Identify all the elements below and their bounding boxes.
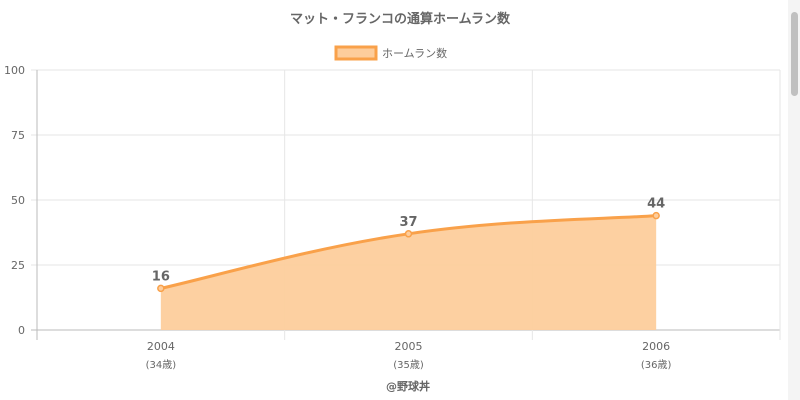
- area-layer: [157, 211, 660, 330]
- data-label: 37: [399, 215, 417, 230]
- data-labels: 16 37 44: [152, 197, 665, 285]
- axes: 0 25 50 75 100 2004 (34歳) 2005 (35歳) 2006 (36歳): [4, 64, 672, 371]
- credit-text: @野球丼: [386, 379, 430, 393]
- data-point: [652, 211, 660, 220]
- y-tick-label: 100: [4, 64, 25, 77]
- x-tick-label: 2005: [395, 340, 423, 353]
- legend-swatch: [334, 45, 378, 61]
- x-tick-sublabel: (34歳): [146, 359, 177, 371]
- y-tick-label: 25: [11, 259, 25, 272]
- y-tick-label: 50: [11, 194, 25, 207]
- chart-title: マット・フランコの通算ホームラン数: [290, 11, 511, 27]
- data-point: [157, 284, 165, 293]
- x-tick-sublabel: (35歳): [393, 359, 424, 371]
- data-label: 16: [152, 269, 170, 284]
- x-tick-sublabel: (36歳): [641, 359, 672, 371]
- series-area-fill: [160, 215, 657, 330]
- legend-label: ホームラン数: [382, 47, 447, 60]
- data-point: [404, 230, 413, 238]
- x-tick-label: 2006: [642, 340, 670, 353]
- legend[interactable]: ホームラン数: [334, 45, 447, 61]
- y-tick-label: 0: [18, 324, 25, 337]
- x-tick-label: 2004: [147, 340, 175, 353]
- data-label: 44: [647, 197, 665, 212]
- scrollbar-thumb[interactable]: [791, 12, 798, 96]
- vertical-scrollbar[interactable]: [788, 0, 800, 400]
- y-tick-label: 75: [11, 129, 25, 142]
